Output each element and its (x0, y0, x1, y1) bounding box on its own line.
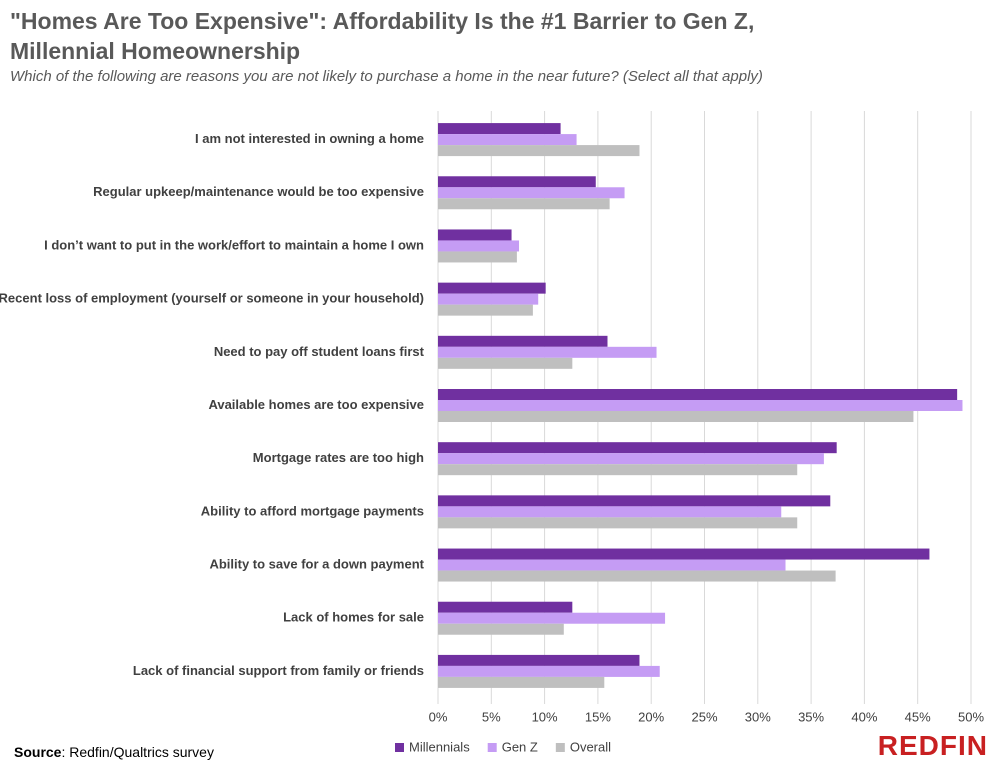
chart-title: "Homes Are Too Expensive": Affordability… (10, 8, 755, 64)
x-tick-label: 25% (691, 709, 717, 724)
y-tick-label: Regular upkeep/maintenance would be too … (93, 184, 424, 199)
bar (438, 187, 625, 199)
y-tick-label: I don’t want to put in the work/effort t… (44, 237, 424, 252)
x-tick-label: 20% (638, 709, 664, 724)
bar (438, 654, 640, 666)
x-tick-label: 5% (482, 709, 501, 724)
bar (438, 240, 520, 252)
bar (438, 176, 596, 188)
bar (438, 665, 660, 677)
bar (438, 411, 914, 422)
legend-swatch (555, 743, 565, 752)
x-tick-label: 15% (585, 709, 611, 724)
source-text: : Redfin/Qualtrics survey (61, 744, 214, 760)
bar (438, 145, 640, 157)
bar (438, 442, 837, 454)
x-tick-label: 40% (851, 709, 877, 724)
bar (438, 676, 605, 688)
bar (438, 346, 657, 358)
bar (438, 134, 577, 146)
bar (438, 464, 798, 476)
x-tick-label: 35% (798, 709, 824, 724)
y-tick-label: Recent loss of employment (yourself or s… (0, 291, 424, 306)
bar (438, 453, 824, 465)
bar (438, 251, 517, 263)
bar (438, 517, 798, 529)
x-tick-label: 50% (958, 709, 984, 724)
source: Source: Redfin/Qualtrics survey (14, 744, 214, 760)
logo: REDFIN (877, 730, 988, 761)
y-tick-label: I am not interested in owning a home (195, 131, 424, 146)
bar (438, 293, 539, 305)
y-tick-label: Lack of homes for sale (283, 610, 424, 625)
x-tick-label: 10% (532, 709, 558, 724)
y-tick-label: Mortgage rates are too high (253, 450, 424, 465)
legend-label: Overall (570, 739, 611, 754)
bar (438, 601, 573, 613)
bar (438, 198, 610, 210)
x-tick-label: 45% (905, 709, 931, 724)
bar (438, 506, 782, 518)
legend-swatch (395, 743, 404, 752)
bar (438, 612, 666, 624)
bar (438, 335, 608, 347)
x-tick-label: 30% (745, 709, 771, 724)
y-tick-label: Available homes are too expensive (208, 397, 424, 412)
bar (438, 495, 831, 507)
y-tick-label: Lack of financial support from family or… (133, 663, 424, 678)
chart-subtitle: Which of the following are reasons you a… (10, 68, 763, 85)
legend-label: Gen Z (502, 739, 538, 754)
bar (438, 282, 546, 294)
legend-swatch (487, 743, 497, 752)
source-label: Source (14, 744, 62, 760)
y-tick-label: Ability to save for a down payment (209, 556, 424, 571)
bar (438, 559, 786, 571)
bar (438, 304, 533, 316)
x-tick-label: 0% (429, 709, 448, 724)
bar (438, 123, 561, 135)
bar (438, 623, 564, 635)
bar (438, 548, 930, 560)
y-tick-label: Ability to afford mortgage payments (201, 503, 424, 518)
bar (438, 229, 512, 241)
legend-label: Millennials (409, 739, 470, 754)
bar (438, 570, 836, 582)
bar (438, 357, 573, 369)
bar (438, 389, 958, 400)
y-tick-label: Need to pay off student loans first (214, 344, 425, 359)
bar (438, 400, 963, 411)
